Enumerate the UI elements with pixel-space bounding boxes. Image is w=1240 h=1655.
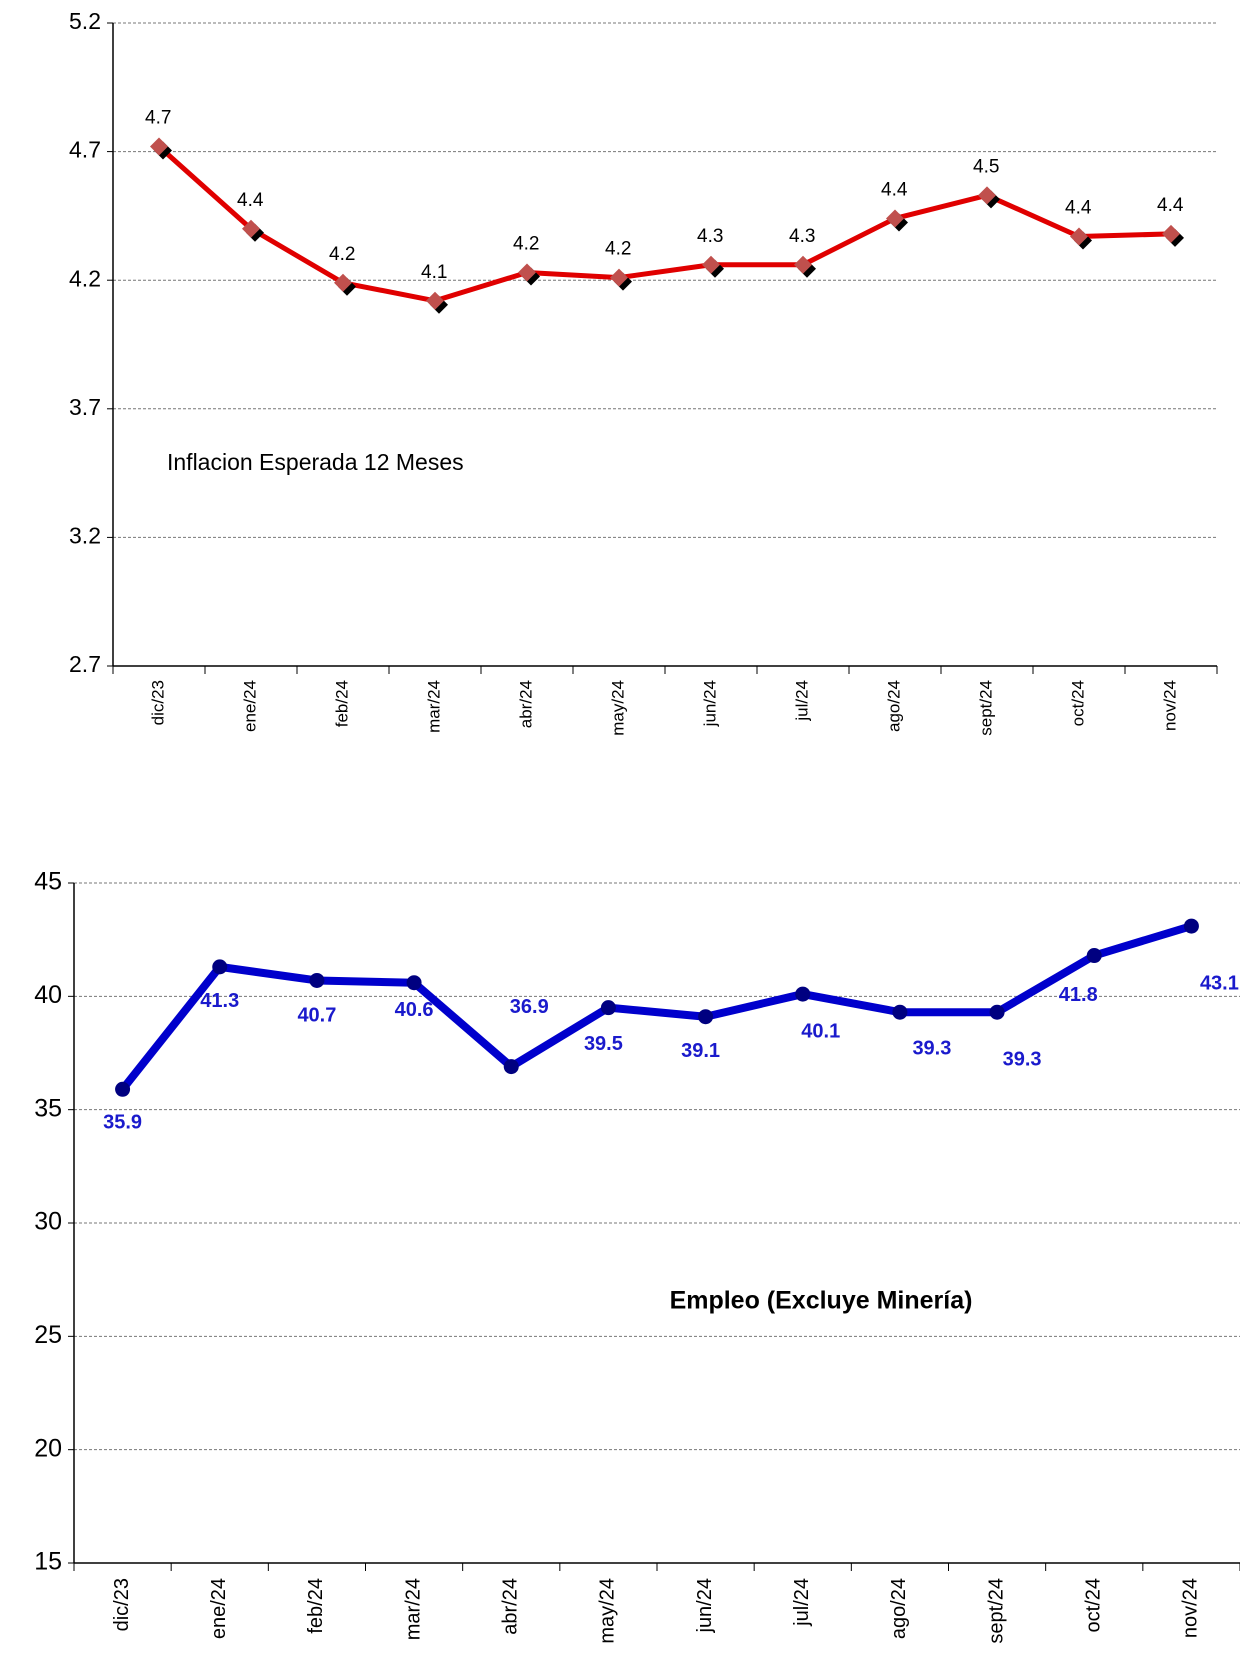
value-label: 43.1: [1200, 972, 1239, 994]
value-label: 40.6: [395, 999, 434, 1021]
value-label: 35.9: [103, 1112, 142, 1134]
y-tick-label: 4.2: [69, 265, 101, 291]
value-label: 4.3: [697, 226, 723, 247]
x-tick-label: ene/24: [240, 680, 259, 732]
value-label: 39.1: [681, 1040, 720, 1062]
value-label: 39.3: [912, 1037, 951, 1059]
y-tick-label: 3.7: [69, 394, 101, 420]
marker: [886, 209, 904, 228]
x-tick-label: feb/24: [332, 680, 351, 727]
x-tick-label: mar/24: [402, 1578, 424, 1640]
x-tick-label: abr/24: [500, 1578, 522, 1635]
x-tick-label: jul/24: [791, 1578, 813, 1627]
marker: [406, 975, 422, 991]
marker: [702, 255, 720, 274]
value-label: 4.4: [1157, 195, 1184, 216]
marker: [1070, 227, 1088, 246]
marker: [892, 1004, 908, 1020]
x-tick-label: ago/24: [888, 1578, 910, 1639]
x-tick-label: may/24: [608, 680, 627, 736]
y-tick-label: 20: [34, 1434, 62, 1462]
value-label: 4.2: [513, 233, 539, 254]
marker: [212, 959, 228, 975]
marker: [150, 137, 168, 156]
y-tick-label: 4.7: [69, 137, 101, 163]
y-tick-label: 3.2: [69, 522, 101, 548]
value-label: 40.7: [297, 1005, 336, 1027]
value-label: 4.1: [421, 262, 447, 283]
x-tick-label: sept/24: [976, 680, 995, 736]
marker: [334, 273, 352, 292]
value-label: 41.8: [1059, 984, 1098, 1006]
x-tick-label: abr/24: [516, 680, 535, 728]
data-line: [119, 922, 1193, 1092]
marker: [426, 291, 444, 310]
marker: [115, 1081, 131, 1097]
x-tick-label: feb/24: [305, 1578, 327, 1634]
value-label: 39.3: [1003, 1048, 1042, 1070]
marker: [698, 1009, 714, 1025]
chart-title: Empleo (Excluye Minería): [670, 1287, 973, 1315]
marker: [989, 1004, 1005, 1020]
marker: [600, 1000, 616, 1016]
marker: [794, 255, 812, 274]
x-tick-label: ene/24: [208, 1578, 230, 1639]
value-label: 36.9: [510, 996, 549, 1018]
x-tick-label: oct/24: [1083, 1578, 1105, 1632]
marker: [978, 186, 996, 205]
x-tick-label: may/24: [597, 1578, 619, 1644]
x-tick-label: ago/24: [884, 680, 903, 732]
value-label: 40.1: [801, 1020, 840, 1042]
y-tick-label: 30: [34, 1208, 62, 1236]
value-label: 4.4: [237, 190, 264, 211]
x-tick-label: dic/23: [148, 680, 167, 725]
value-label: 4.4: [881, 179, 908, 200]
value-label: 4.7: [145, 107, 171, 128]
value-label: 4.5: [973, 156, 999, 177]
marker: [518, 263, 536, 282]
marker: [610, 268, 628, 287]
marker: [242, 219, 260, 238]
x-tick-label: sept/24: [985, 1578, 1007, 1644]
x-tick-label: nov/24: [1180, 1578, 1202, 1638]
x-tick-label: oct/24: [1068, 680, 1087, 726]
data-line: [157, 144, 1172, 304]
value-label: 39.5: [584, 1033, 623, 1055]
y-tick-label: 35: [34, 1094, 62, 1122]
marker: [309, 972, 325, 988]
marker: [1162, 224, 1180, 243]
y-tick-label: 15: [34, 1548, 62, 1576]
x-tick-label: nov/24: [1160, 680, 1179, 731]
value-label: 4.2: [605, 239, 631, 260]
marker: [503, 1059, 519, 1075]
y-tick-label: 25: [34, 1321, 62, 1349]
y-tick-label: 5.2: [69, 8, 101, 34]
x-tick-label: dic/23: [111, 1578, 133, 1631]
value-label: 4.3: [789, 226, 815, 247]
y-tick-label: 2.7: [69, 651, 101, 677]
chart-title: Inflacion Esperada 12 Meses: [167, 449, 464, 475]
marker: [1183, 918, 1199, 934]
x-tick-label: mar/24: [424, 680, 443, 733]
value-label: 41.3: [200, 990, 239, 1012]
value-label: 4.2: [329, 244, 355, 265]
marker: [795, 986, 811, 1002]
x-tick-label: jul/24: [792, 680, 811, 722]
y-tick-label: 45: [34, 868, 62, 896]
marker: [1086, 948, 1102, 964]
x-tick-label: jun/24: [700, 680, 719, 727]
value-label: 4.4: [1065, 197, 1092, 218]
x-tick-label: jun/24: [694, 1578, 716, 1634]
y-tick-label: 40: [34, 981, 62, 1009]
